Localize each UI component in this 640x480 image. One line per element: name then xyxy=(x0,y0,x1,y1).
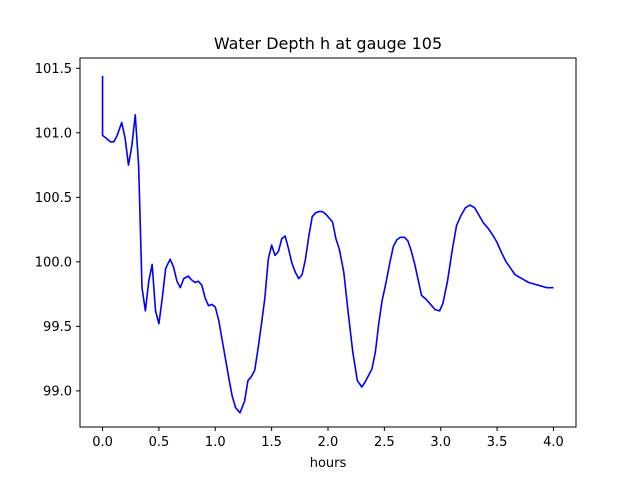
chart-title: Water Depth h at gauge 105 xyxy=(214,34,442,53)
x-tick-label: 0.0 xyxy=(92,435,113,450)
x-axis-label: hours xyxy=(310,456,347,471)
x-tick-label: 3.0 xyxy=(430,435,451,450)
series-line-0 xyxy=(101,76,554,414)
y-tick-label: 99.5 xyxy=(43,320,72,335)
x-tick-label: 0.5 xyxy=(149,435,170,450)
x-axis: 0.0 0.5 1.0 1.5 2.0 2.5 3.0 3.5 4.0 xyxy=(92,427,564,450)
x-tick-label: 4.0 xyxy=(543,435,564,450)
y-axis: 99.0 99.5 100.0 100.5 101.0 101.5 xyxy=(35,62,80,399)
y-tick-label: 99.0 xyxy=(43,384,72,399)
plot-area xyxy=(101,76,554,414)
x-tick-label: 1.5 xyxy=(261,435,282,450)
x-tick-label: 2.5 xyxy=(374,435,395,450)
y-tick-label: 100.0 xyxy=(35,255,72,270)
y-tick-label: 101.0 xyxy=(35,126,72,141)
x-tick-label: 2.0 xyxy=(318,435,339,450)
y-tick-label: 101.5 xyxy=(35,62,72,77)
y-tick-label: 100.5 xyxy=(35,191,72,206)
x-tick-label: 3.5 xyxy=(487,435,508,450)
x-tick-label: 1.0 xyxy=(205,435,226,450)
